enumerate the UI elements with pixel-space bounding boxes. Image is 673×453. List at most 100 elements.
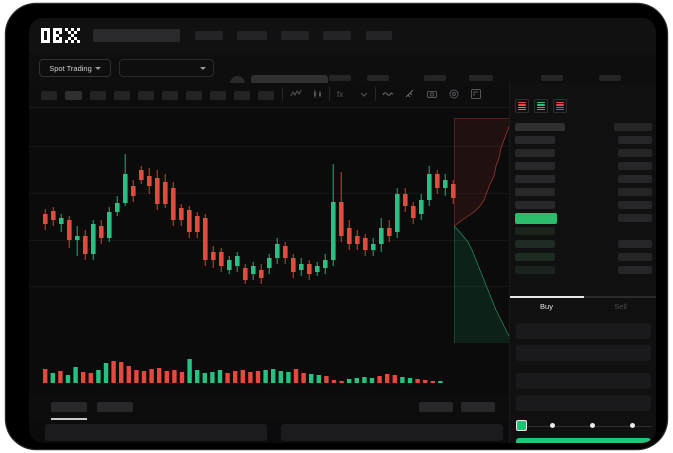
amount-slider-stop[interactable] — [550, 423, 555, 428]
amount-slider-stop[interactable] — [630, 423, 635, 428]
logo-pixel — [80, 40, 83, 43]
chevron-down-icon[interactable] — [357, 87, 371, 101]
orderbook-row-bid-2-price[interactable] — [515, 240, 555, 248]
logo-pixel — [41, 28, 44, 31]
header-pair-placeholder[interactable] — [93, 29, 180, 42]
timeframe-3[interactable] — [90, 91, 106, 100]
volume-bar — [331, 380, 337, 383]
chevron-down-icon — [200, 67, 206, 70]
timeframe-8[interactable] — [210, 91, 226, 100]
volume-bar — [50, 373, 55, 383]
orderbook-row-ask-5-price[interactable] — [515, 175, 555, 183]
amount-slider-stop[interactable] — [590, 423, 595, 428]
timeframe-7[interactable] — [186, 91, 202, 100]
orderbook-row-bid-1-price[interactable] — [515, 227, 555, 235]
orderbook-row-bid-4-price[interactable] — [515, 266, 555, 274]
bottom-action-1[interactable] — [419, 402, 453, 412]
candlestick-series — [43, 154, 456, 284]
bottom-tab-2[interactable] — [97, 402, 133, 412]
candle-body — [419, 200, 424, 214]
candle-body — [51, 211, 56, 220]
order-total-field[interactable] — [516, 373, 651, 389]
logo-pixel — [41, 34, 44, 37]
indicator-icon[interactable]: fx — [335, 87, 349, 101]
orderbook-row-ask-7-price[interactable] — [515, 201, 555, 209]
logo-pixel — [53, 40, 56, 43]
timeframe-2[interactable] — [65, 91, 82, 100]
bottom-tab-1[interactable] — [51, 402, 87, 412]
active-tab-indicator — [510, 296, 584, 298]
order-price-field[interactable] — [516, 323, 651, 339]
nav-item-3[interactable] — [281, 31, 309, 40]
volume-bar — [126, 366, 131, 383]
line-chart-icon[interactable] — [289, 87, 303, 101]
timeframe-6[interactable] — [162, 91, 178, 100]
orderbook-row-ask-2-price[interactable] — [515, 136, 555, 144]
volume-bar — [217, 370, 223, 383]
bottom-panel-left[interactable] — [45, 424, 267, 441]
candle-body — [451, 184, 456, 198]
volume-bar — [43, 369, 48, 383]
candle-body — [267, 258, 272, 268]
camera-icon[interactable] — [425, 87, 439, 101]
volume-bar — [354, 378, 359, 383]
timeframe-5[interactable] — [138, 91, 154, 100]
orderbook-row-ask-7-amount — [618, 201, 652, 209]
amount-slider-track[interactable] — [520, 426, 652, 427]
orderbook-row-bid-3-price[interactable] — [515, 253, 555, 261]
logo-pixel — [68, 31, 71, 34]
nav-item-2[interactable] — [237, 31, 267, 40]
gridline — [29, 286, 509, 287]
volume-bar — [164, 371, 169, 383]
orderbook-row-ask-3-price[interactable] — [515, 149, 555, 157]
tab-buy[interactable]: Buy — [540, 302, 553, 311]
volume-bar — [134, 370, 139, 383]
pair-selector[interactable] — [119, 59, 214, 77]
orderbook-row-ask-1-price[interactable] — [515, 123, 565, 131]
nav-item-5[interactable] — [366, 31, 392, 40]
ruler-icon[interactable] — [403, 87, 417, 101]
logo-pixel — [59, 40, 62, 43]
okx-logo[interactable] — [41, 28, 83, 43]
logo-pixel — [74, 31, 77, 34]
order-amount-field[interactable] — [516, 345, 651, 361]
nav-item-1[interactable] — [195, 31, 223, 40]
orderbook-row-ask-6-price[interactable] — [515, 188, 555, 196]
order-info-field[interactable] — [516, 395, 651, 411]
timeframe-9[interactable] — [234, 91, 250, 100]
nav-item-4[interactable] — [323, 31, 351, 40]
timeframe-4[interactable] — [114, 91, 130, 100]
candlestick-icon[interactable] — [311, 87, 325, 101]
bottom-action-2[interactable] — [461, 402, 495, 412]
volume-bar — [157, 368, 162, 383]
orderbook-mode-asks[interactable] — [553, 99, 567, 113]
volume-bar — [385, 374, 390, 383]
tablet-bezel: OKX Spot Trading — [6, 4, 667, 449]
amount-slider-handle[interactable] — [516, 420, 527, 431]
orderbook-mode-bids[interactable] — [534, 99, 548, 113]
volume-bar — [301, 373, 306, 383]
wave-icon[interactable] — [381, 87, 395, 101]
settings-icon[interactable] — [447, 87, 461, 101]
logo-pixel — [47, 40, 50, 43]
logo-pixel — [59, 31, 62, 34]
volume-bar — [195, 370, 200, 383]
buy-submit-button[interactable] — [516, 438, 651, 443]
logo-pixel — [41, 31, 44, 34]
orderbook-row-ask-4-price[interactable] — [515, 162, 555, 170]
candle-body — [75, 236, 80, 240]
orderbook-row-spread-price[interactable] — [515, 213, 557, 224]
timeframe-10[interactable] — [258, 91, 274, 100]
timeframe-1[interactable] — [41, 91, 57, 100]
orderbook-row-ask-1-amount — [614, 123, 652, 131]
price-chart[interactable] — [29, 108, 509, 343]
gridline — [29, 146, 509, 147]
bottom-panel-right[interactable] — [281, 424, 503, 441]
orderbook-mode-both[interactable] — [515, 99, 529, 113]
tab-sell[interactable]: Sell — [614, 302, 627, 311]
logo-pixel — [65, 40, 68, 43]
logo-pixel — [44, 40, 47, 43]
logo-pixel — [47, 28, 50, 31]
market-type-selector[interactable]: Spot Trading — [39, 59, 111, 77]
fullscreen-icon[interactable] — [469, 87, 483, 101]
